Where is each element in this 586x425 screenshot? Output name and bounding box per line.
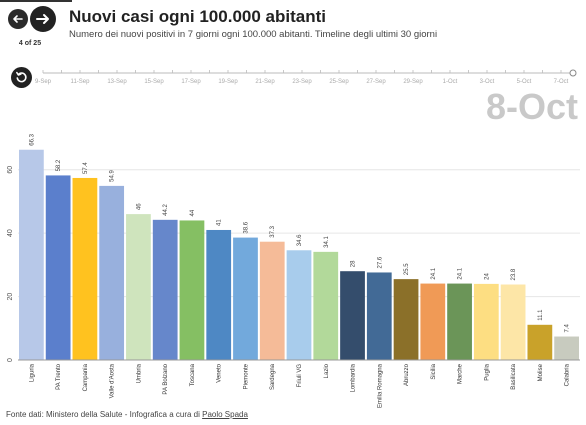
timeline-label: 9-Sep [35,79,52,85]
replay-button[interactable] [11,67,32,88]
category-label: Campania [83,363,89,391]
bar-lombardia [340,271,365,360]
source-text: Fonte dati: Ministero della Salute - Inf… [6,410,203,419]
value-label: 24.1 [458,267,464,279]
timeline-label: 21-Sep [255,79,275,85]
previous-button[interactable] [8,9,28,29]
timeline-label: 13-Sep [107,79,127,85]
value-label: 46 [136,203,142,210]
value-label: 27.6 [377,256,383,268]
category-label: Piemonte [243,363,249,389]
bar-calabria [554,336,579,360]
value-label: 54.9 [110,170,116,182]
timeline-label: 15-Sep [144,79,164,85]
bar-friuli-vg [286,250,312,360]
value-label: 34.1 [324,236,330,248]
value-label: 57.4 [83,162,89,174]
bar-abruzzo [393,279,419,360]
category-label: Marche [458,363,464,384]
timeline-label: 17-Sep [181,79,201,85]
category-label: Lombardia [351,363,357,392]
category-label: Sardegna [270,363,276,390]
author-link[interactable]: Paolo Spada [202,410,248,419]
timeline-label: 3-Oct [480,79,495,85]
value-label: 37.3 [270,225,276,237]
arrow-left-icon [13,15,23,23]
bar-valle-d-aosta [99,185,125,360]
value-label: 25.5 [404,263,410,275]
category-label: Umbria [136,363,142,383]
bar-sicilia [420,283,446,360]
value-label: 38.6 [243,221,249,233]
bar-basilicata [500,284,526,360]
bar-piemonte [233,237,258,360]
timeline-handle [569,69,577,77]
timeline-label: 25-Sep [329,79,349,85]
bar-campania [72,177,98,360]
category-label: Molise [538,363,544,381]
bar-liguria [19,149,44,360]
slide-counter: 4 of 25 [18,40,42,47]
category-label: Abruzzo [404,363,410,386]
replay-icon [16,71,27,83]
bar-puglia [473,283,499,360]
value-label: 24 [484,273,490,280]
value-label: 66.3 [29,133,35,145]
y-tick-label: 0 [7,358,14,362]
value-label: 7.4 [565,324,571,333]
value-label: 34.6 [297,234,303,246]
category-label: Veneto [217,363,223,382]
value-label: 28 [351,260,357,267]
chart-title: Nuovi casi ogni 100.000 abitanti [69,7,326,26]
bar-pa-trento [45,175,71,360]
value-label: 41 [217,219,223,226]
bar-lazio [313,251,339,360]
bar-molise [527,324,553,360]
timeline-label: 11-Sep [71,79,91,85]
category-label: PA Bolzano [163,363,169,394]
value-label: 44 [190,209,196,216]
bar-chart: 0 20 40 60 66.3 Liguria 58.2 PA Trento 57.4 Campa… [7,133,580,408]
top-rule [0,0,72,2]
timeline-slider[interactable]: 9-Sep 11-Sep 13-Sep 15-Sep 17-Sep 19-Sep 21-Se… [0,64,586,94]
timeline-label: 5-Oct [517,79,532,85]
category-label: Toscana [190,363,196,386]
category-label: Friuli VG [297,364,303,388]
timeline-label: 27-Sep [366,79,386,85]
next-button[interactable] [30,6,56,32]
category-label: Puglia [484,363,490,380]
category-label: Basilicata [511,363,517,389]
timeline-label: 7-Oct [554,79,569,85]
category-label: Liguria [29,363,35,382]
current-date: 8-Oct [485,86,578,127]
bar-veneto [206,229,232,360]
category-label: PA Trento [56,363,62,390]
bar-toscana [179,220,205,360]
category-label: Valle d'Aosta [110,363,116,398]
bar-emilia-romagna [366,272,392,360]
y-tick-label: 40 [7,229,14,237]
bar-sardegna [259,241,285,360]
value-label: 11.1 [538,309,544,321]
value-label: 23.8 [511,268,517,280]
category-label: Lazio [324,363,330,378]
chart-subtitle: Numero dei nuovi positivi in 7 giorni og… [69,29,438,40]
category-label: Calabria [565,363,571,386]
value-label: 44.2 [163,203,169,215]
y-tick-label: 20 [7,293,14,301]
timeline-label: 23-Sep [292,79,312,85]
y-tick-label: 60 [7,166,14,174]
source-footer: Fonte dati: Ministero della Salute - Inf… [6,410,248,419]
category-label: Sicilia [431,363,437,379]
arrow-right-icon [36,14,49,24]
timeline-label: 29-Sep [403,79,423,85]
timeline-label: 1-Oct [443,79,458,85]
value-label: 24.1 [431,267,437,279]
bar-marche [447,283,472,360]
bar-pa-bolzano [152,219,178,360]
timeline-label: 19-Sep [218,79,238,85]
bar-umbria [126,214,151,360]
category-label: Emilia Romagna [377,363,383,408]
value-label: 58.2 [56,159,62,171]
